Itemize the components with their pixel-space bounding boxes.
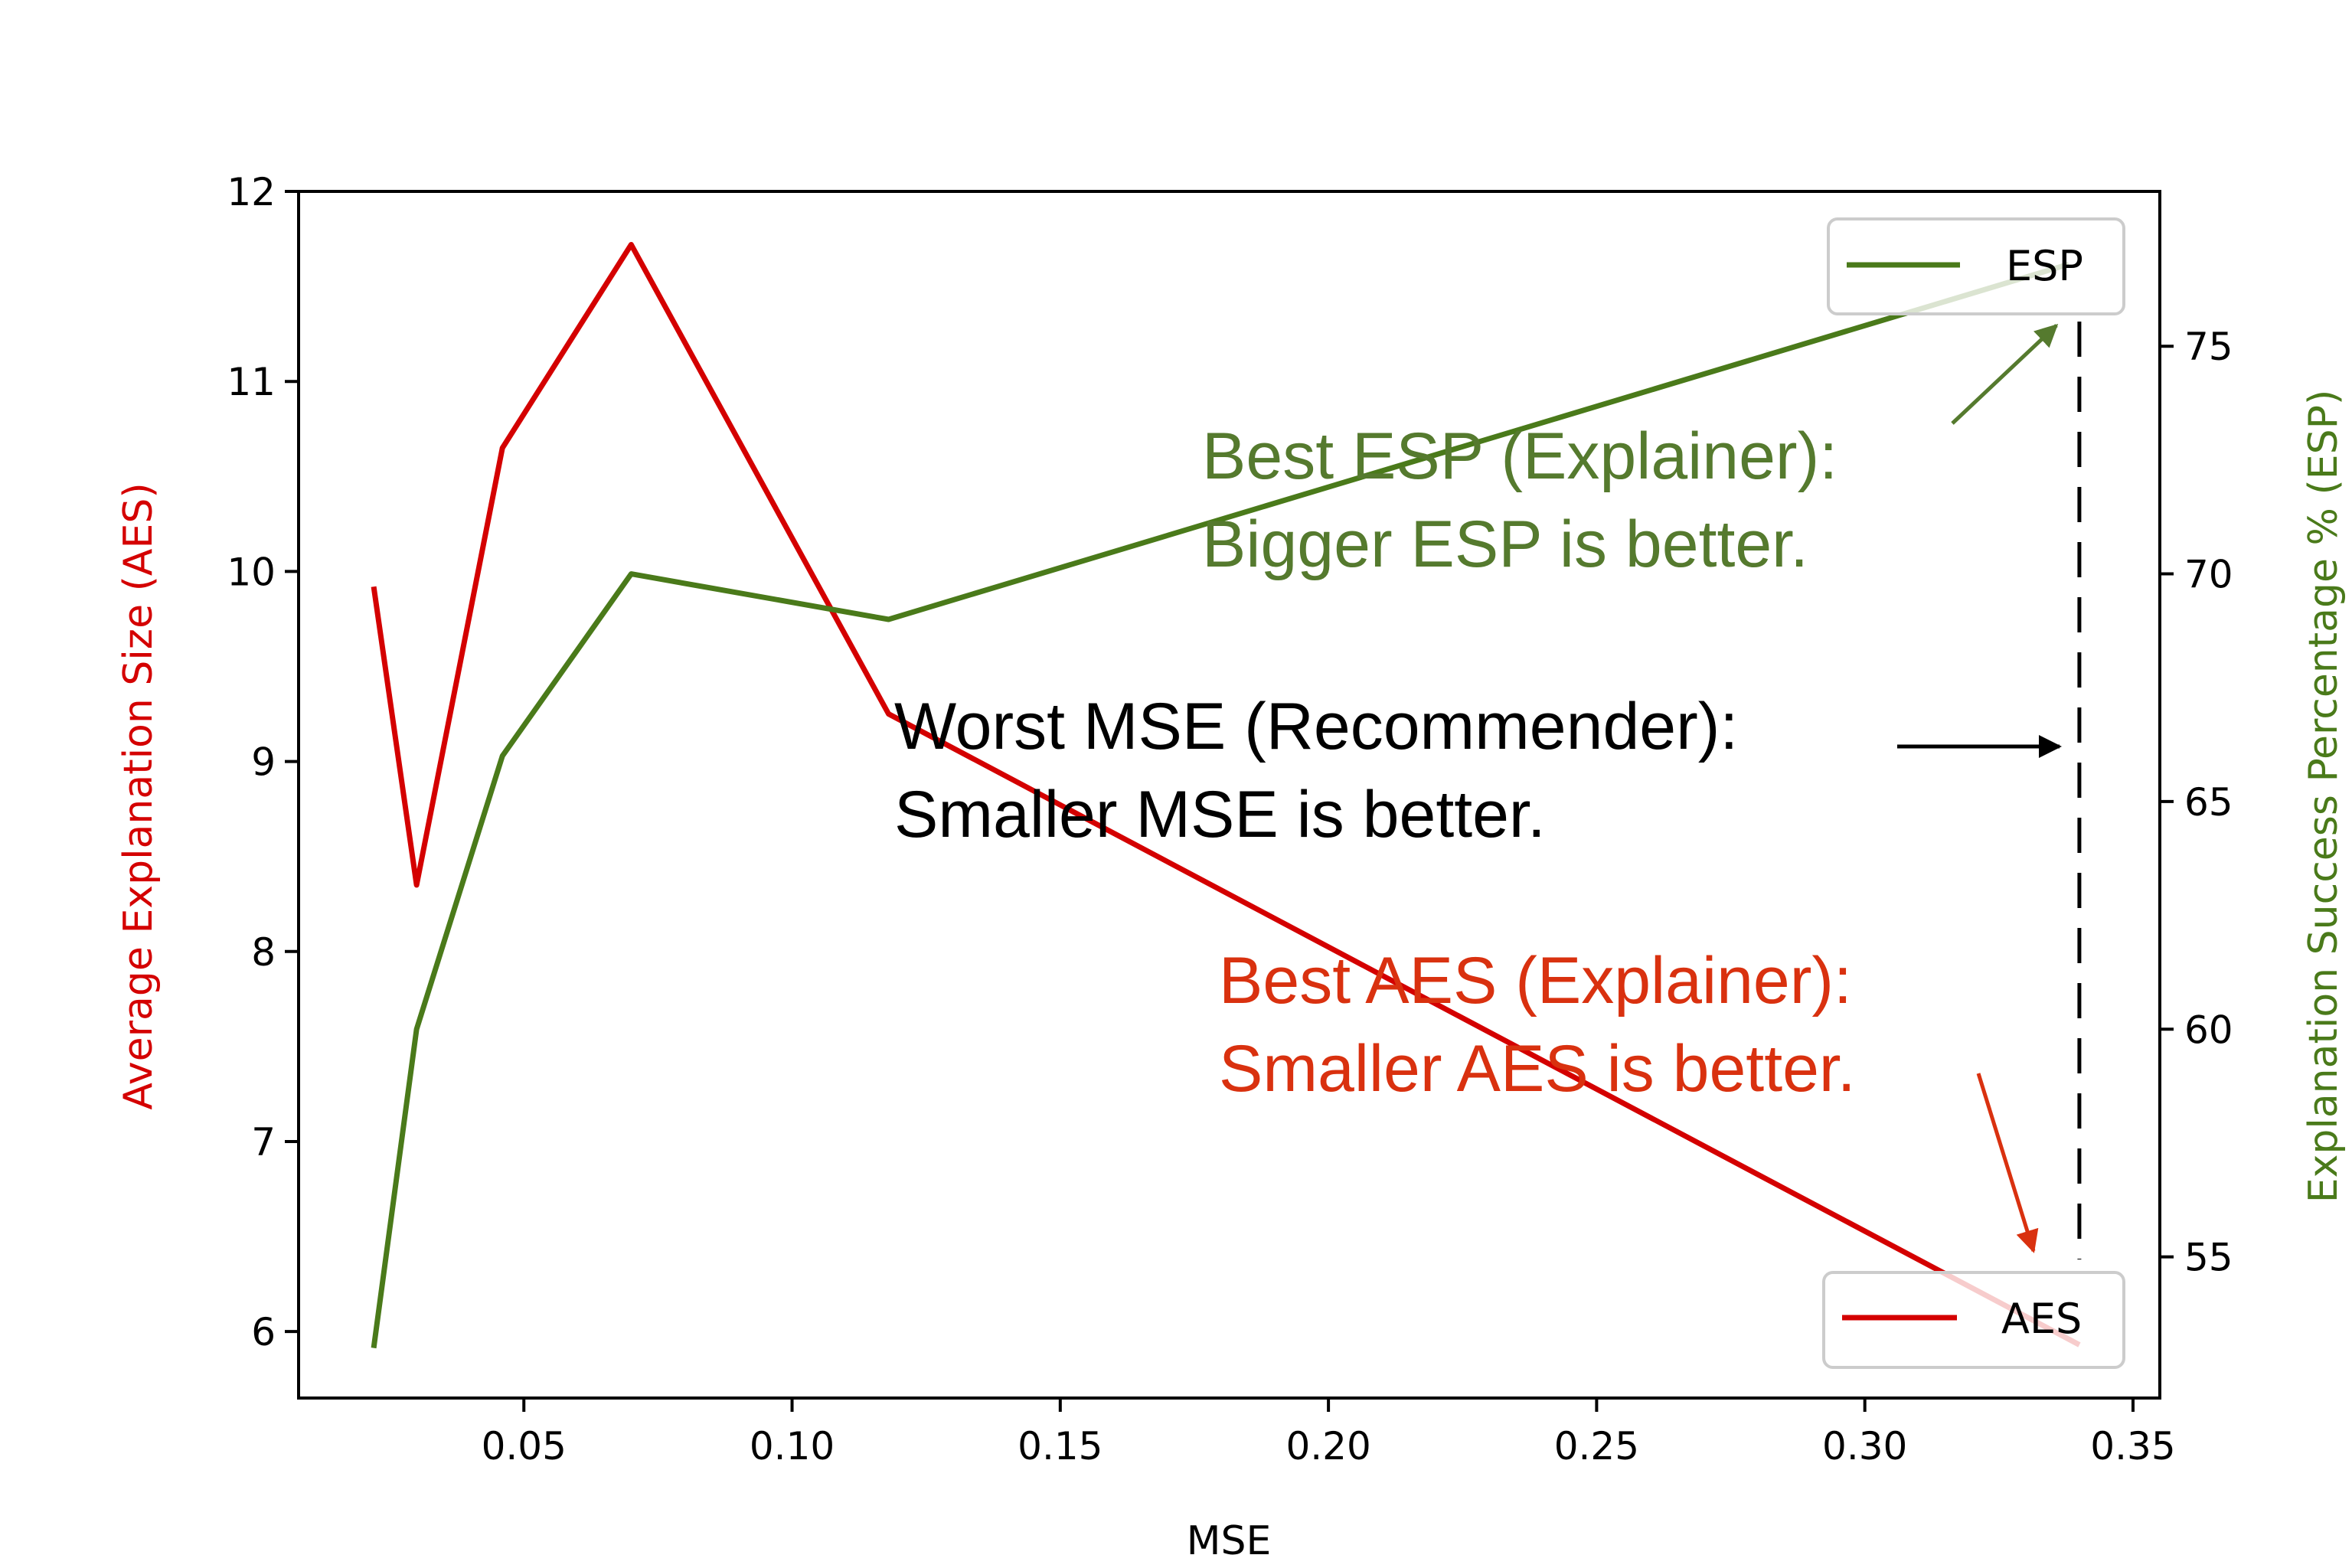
x-tick-label: 0.05 [482, 1424, 567, 1468]
y-left-tick-label: 12 [227, 170, 276, 214]
y-left-tick-label: 8 [251, 930, 276, 975]
annotation-best-aes-line2: Smaller AES is better. [1219, 1032, 1856, 1106]
series-line-esp [371, 261, 2069, 1349]
legend-aes: AES [1822, 1271, 2125, 1369]
plot-frame [297, 190, 2161, 1400]
legend-aes-label: AES [2001, 1295, 2082, 1343]
annotation-best-esp: Best ESP (Explainer): Bigger ESP is bett… [1202, 323, 2059, 581]
y-axis-right-title: Explanation Success Percentage % (ESP) [2301, 390, 2347, 1204]
y-left-tick-label: 7 [251, 1120, 276, 1165]
y-right-tick-label: 55 [2184, 1236, 2233, 1280]
series-layer [371, 242, 2081, 1349]
y-left-tick-label: 6 [251, 1310, 276, 1354]
annotation-best-aes-arrow [1976, 1073, 2039, 1253]
x-tick-label: 0.35 [2090, 1424, 2175, 1468]
series-line-aes [371, 242, 2081, 1348]
x-tick-label: 0.25 [1554, 1424, 1639, 1468]
y-left-tick-label: 11 [227, 360, 276, 404]
annotation-best-esp-line2: Bigger ESP is better. [1202, 508, 1808, 581]
y-right-tick-label: 65 [2184, 780, 2233, 825]
y-axis-left-title: Average Explanation Size (AES) [116, 482, 162, 1109]
y-left-tick-label: 9 [251, 740, 276, 785]
x-tick-label: 0.15 [1018, 1424, 1102, 1468]
annotation-worst-mse: Worst MSE (Recommender): Smaller MSE is … [894, 690, 2062, 851]
annotation-worst-mse-line2: Smaller MSE is better. [894, 778, 1546, 851]
annotation-best-esp-line1: Best ESP (Explainer): [1202, 420, 1838, 493]
y-right-tick-label: 60 [2184, 1008, 2233, 1052]
legend-esp: ESP [1827, 217, 2125, 315]
x-tick-label: 0.30 [1822, 1424, 1907, 1468]
x-axis-title: MSE [1187, 1518, 1272, 1564]
annotation-worst-mse-line1: Worst MSE (Recommender): [894, 690, 1738, 763]
y-right-tick-label: 75 [2184, 325, 2233, 369]
annotation-best-aes-line1: Best AES (Explainer): [1219, 944, 1852, 1018]
x-tick-label: 0.10 [750, 1424, 835, 1468]
annotation-best-esp-arrow [1951, 323, 2059, 425]
x-tick-label: 0.20 [1285, 1424, 1370, 1468]
y-left-tick-label: 10 [227, 550, 276, 594]
ticks-layer: 0.05 0.10 0.15 0.20 0.25 0.30 0.35 6 7 8 9 10 11 12 55… [227, 170, 2233, 1468]
annotation-best-aes: Best AES (Explainer): Smaller AES is bet… [1219, 944, 2039, 1253]
y-right-tick-label: 70 [2184, 553, 2233, 597]
legend-esp-label: ESP [2006, 242, 2083, 290]
